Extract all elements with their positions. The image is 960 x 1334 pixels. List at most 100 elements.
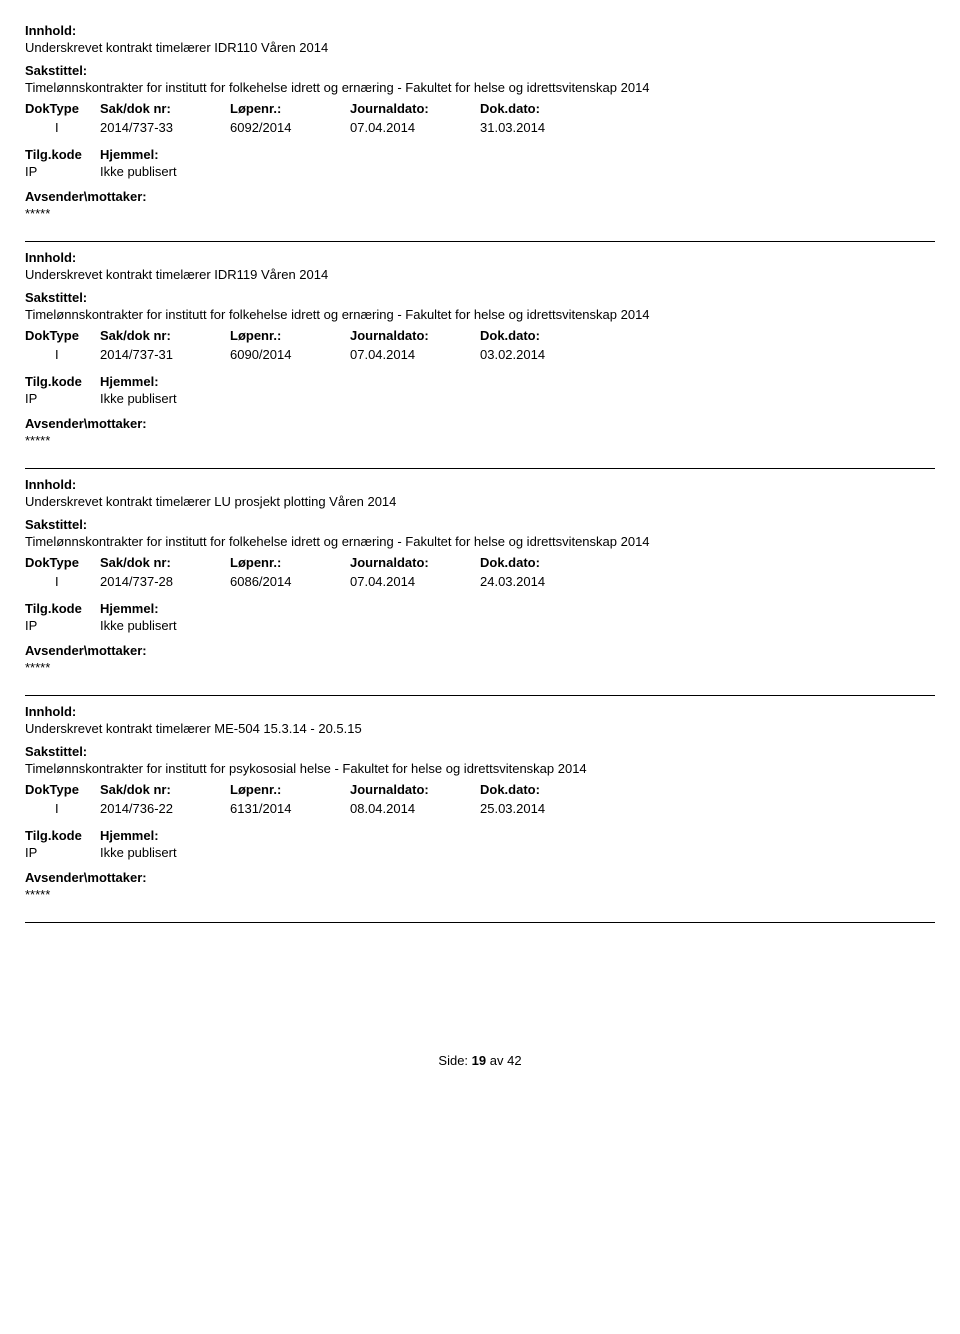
- sakstittel-content: Timelønnskontrakter for institutt for fo…: [25, 307, 935, 322]
- innhold-label: Innhold:: [25, 477, 935, 492]
- record: Innhold: Underskrevet kontrakt timelærer…: [25, 477, 935, 696]
- innhold-content: Underskrevet kontrakt timelærer ME-504 1…: [25, 721, 935, 736]
- tilg-value-row: IP Ikke publisert: [25, 845, 935, 860]
- innhold-label: Innhold:: [25, 23, 935, 38]
- innhold-content: Underskrevet kontrakt timelærer IDR110 V…: [25, 40, 935, 55]
- data-value-row: I 2014/737-33 6092/2014 07.04.2014 31.03…: [25, 120, 935, 135]
- tilg-header-row: Tilg.kode Hjemmel:: [25, 374, 935, 389]
- hjemmel-value: Ikke publisert: [100, 845, 935, 860]
- tilgkode-header: Tilg.kode: [25, 147, 100, 162]
- doktype-value: I: [25, 120, 100, 135]
- avsender-label: Avsender\mottaker:: [25, 643, 935, 658]
- doktype-header: DokType: [25, 101, 100, 116]
- footer-total-pages: 42: [507, 1053, 521, 1068]
- hjemmel-value: Ikke publisert: [100, 164, 935, 179]
- record: Innhold: Underskrevet kontrakt timelærer…: [25, 250, 935, 469]
- sakstittel-label: Sakstittel:: [25, 517, 935, 532]
- dokdato-header: Dok.dato:: [480, 101, 610, 116]
- innhold-content: Underskrevet kontrakt timelærer IDR119 V…: [25, 267, 935, 282]
- avsender-label: Avsender\mottaker:: [25, 416, 935, 431]
- tilgkode-value: IP: [25, 391, 100, 406]
- hjemmel-header: Hjemmel:: [100, 828, 935, 843]
- sakdoknr-header: Sak/dok nr:: [100, 328, 230, 343]
- lopenr-header: Løpenr.:: [230, 555, 350, 570]
- tilg-value-row: IP Ikke publisert: [25, 618, 935, 633]
- sakdoknr-header: Sak/dok nr:: [100, 555, 230, 570]
- sakdoknr-value: 2014/737-31: [100, 347, 230, 362]
- tilg-header-row: Tilg.kode Hjemmel:: [25, 147, 935, 162]
- sakstittel-content: Timelønnskontrakter for institutt for fo…: [25, 80, 935, 95]
- innhold-content: Underskrevet kontrakt timelærer LU prosj…: [25, 494, 935, 509]
- records-container: Innhold: Underskrevet kontrakt timelærer…: [25, 23, 935, 923]
- tilgkode-header: Tilg.kode: [25, 828, 100, 843]
- data-value-row: I 2014/736-22 6131/2014 08.04.2014 25.03…: [25, 801, 935, 816]
- tilgkode-header: Tilg.kode: [25, 374, 100, 389]
- tilgkode-value: IP: [25, 618, 100, 633]
- lopenr-value: 6090/2014: [230, 347, 350, 362]
- tilg-value-row: IP Ikke publisert: [25, 164, 935, 179]
- journaldato-header: Journaldato:: [350, 555, 480, 570]
- journaldato-value: 08.04.2014: [350, 801, 480, 816]
- journaldato-value: 07.04.2014: [350, 347, 480, 362]
- sakstittel-label: Sakstittel:: [25, 744, 935, 759]
- hjemmel-header: Hjemmel:: [100, 601, 935, 616]
- sakdoknr-value: 2014/737-28: [100, 574, 230, 589]
- sakdoknr-value: 2014/737-33: [100, 120, 230, 135]
- data-header-row: DokType Sak/dok nr: Løpenr.: Journaldato…: [25, 782, 935, 797]
- dokdato-value: 03.02.2014: [480, 347, 610, 362]
- dokdato-value: 31.03.2014: [480, 120, 610, 135]
- sakdoknr-header: Sak/dok nr:: [100, 782, 230, 797]
- sakstittel-label: Sakstittel:: [25, 63, 935, 78]
- journaldato-header: Journaldato:: [350, 782, 480, 797]
- data-header-row: DokType Sak/dok nr: Løpenr.: Journaldato…: [25, 101, 935, 116]
- hjemmel-value: Ikke publisert: [100, 618, 935, 633]
- tilg-header-row: Tilg.kode Hjemmel:: [25, 601, 935, 616]
- journaldato-header: Journaldato:: [350, 328, 480, 343]
- journaldato-value: 07.04.2014: [350, 574, 480, 589]
- footer-page-number: 19: [472, 1053, 486, 1068]
- journaldato-header: Journaldato:: [350, 101, 480, 116]
- innhold-label: Innhold:: [25, 704, 935, 719]
- hjemmel-value: Ikke publisert: [100, 391, 935, 406]
- footer-side-label: Side:: [438, 1053, 468, 1068]
- innhold-label: Innhold:: [25, 250, 935, 265]
- tilgkode-header: Tilg.kode: [25, 601, 100, 616]
- doktype-value: I: [25, 801, 100, 816]
- journaldato-value: 07.04.2014: [350, 120, 480, 135]
- hjemmel-header: Hjemmel:: [100, 374, 935, 389]
- avsender-label: Avsender\mottaker:: [25, 870, 935, 885]
- avsender-value: *****: [25, 206, 935, 221]
- avsender-label: Avsender\mottaker:: [25, 189, 935, 204]
- dokdato-header: Dok.dato:: [480, 555, 610, 570]
- lopenr-header: Løpenr.:: [230, 782, 350, 797]
- sakstittel-label: Sakstittel:: [25, 290, 935, 305]
- sakstittel-content: Timelønnskontrakter for institutt for fo…: [25, 534, 935, 549]
- record: Innhold: Underskrevet kontrakt timelærer…: [25, 23, 935, 242]
- footer-av-label: av: [490, 1053, 504, 1068]
- data-value-row: I 2014/737-28 6086/2014 07.04.2014 24.03…: [25, 574, 935, 589]
- lopenr-value: 6086/2014: [230, 574, 350, 589]
- page-footer: Side: 19 av 42: [25, 1053, 935, 1068]
- doktype-header: DokType: [25, 328, 100, 343]
- avsender-value: *****: [25, 660, 935, 675]
- lopenr-value: 6131/2014: [230, 801, 350, 816]
- doktype-value: I: [25, 574, 100, 589]
- dokdato-header: Dok.dato:: [480, 782, 610, 797]
- tilg-value-row: IP Ikke publisert: [25, 391, 935, 406]
- dokdato-value: 25.03.2014: [480, 801, 610, 816]
- lopenr-value: 6092/2014: [230, 120, 350, 135]
- data-value-row: I 2014/737-31 6090/2014 07.04.2014 03.02…: [25, 347, 935, 362]
- doktype-value: I: [25, 347, 100, 362]
- lopenr-header: Løpenr.:: [230, 328, 350, 343]
- tilgkode-value: IP: [25, 845, 100, 860]
- sakdoknr-value: 2014/736-22: [100, 801, 230, 816]
- tilgkode-value: IP: [25, 164, 100, 179]
- dokdato-header: Dok.dato:: [480, 328, 610, 343]
- avsender-value: *****: [25, 887, 935, 902]
- data-header-row: DokType Sak/dok nr: Løpenr.: Journaldato…: [25, 328, 935, 343]
- doktype-header: DokType: [25, 555, 100, 570]
- dokdato-value: 24.03.2014: [480, 574, 610, 589]
- sakdoknr-header: Sak/dok nr:: [100, 101, 230, 116]
- sakstittel-content: Timelønnskontrakter for institutt for ps…: [25, 761, 935, 776]
- hjemmel-header: Hjemmel:: [100, 147, 935, 162]
